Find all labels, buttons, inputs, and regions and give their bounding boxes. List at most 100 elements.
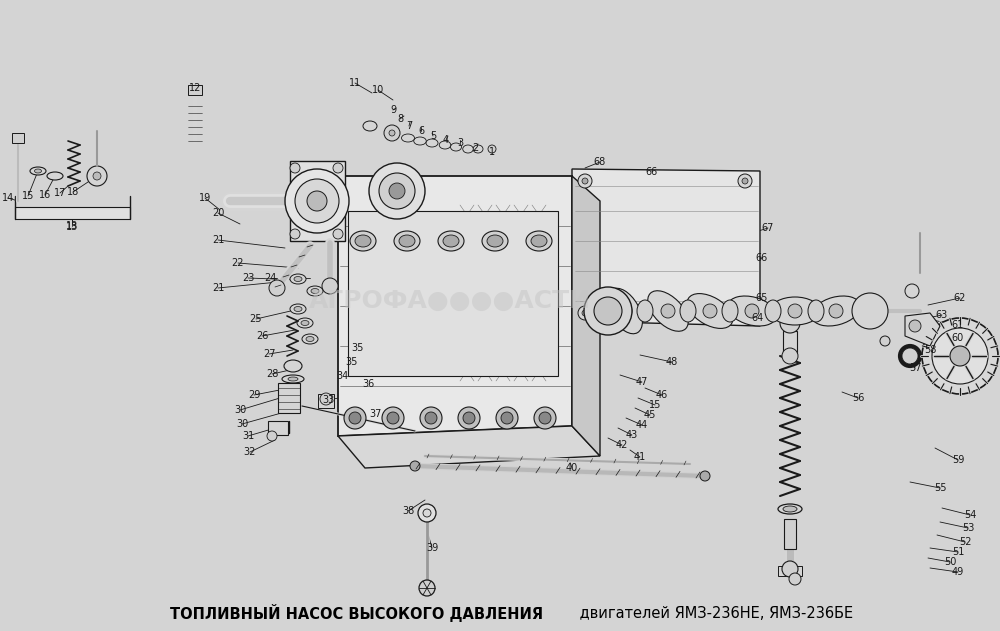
Text: 53: 53 bbox=[962, 523, 974, 533]
Text: 68: 68 bbox=[594, 157, 606, 167]
Ellipse shape bbox=[829, 304, 843, 318]
Circle shape bbox=[322, 278, 338, 294]
Text: 12: 12 bbox=[189, 83, 201, 93]
Ellipse shape bbox=[294, 276, 302, 281]
Text: 28: 28 bbox=[266, 369, 278, 379]
Circle shape bbox=[905, 284, 919, 298]
Circle shape bbox=[425, 412, 437, 424]
Text: 14: 14 bbox=[2, 193, 14, 203]
Text: 56: 56 bbox=[852, 393, 864, 403]
Circle shape bbox=[384, 125, 400, 141]
Circle shape bbox=[501, 412, 513, 424]
Ellipse shape bbox=[812, 296, 860, 326]
Circle shape bbox=[742, 310, 748, 316]
Ellipse shape bbox=[783, 506, 797, 512]
Circle shape bbox=[488, 145, 496, 153]
Text: 41: 41 bbox=[634, 452, 646, 462]
Bar bbox=[783, 331, 797, 353]
Text: 42: 42 bbox=[616, 440, 628, 450]
Ellipse shape bbox=[307, 286, 323, 296]
Text: 15: 15 bbox=[649, 400, 661, 410]
Ellipse shape bbox=[282, 375, 304, 383]
Ellipse shape bbox=[808, 300, 824, 322]
Text: 15: 15 bbox=[22, 191, 34, 201]
Text: 37: 37 bbox=[369, 409, 381, 419]
Ellipse shape bbox=[770, 297, 820, 325]
Text: 22: 22 bbox=[232, 258, 244, 268]
Circle shape bbox=[578, 174, 592, 188]
Text: 65: 65 bbox=[756, 293, 768, 303]
Ellipse shape bbox=[722, 300, 738, 322]
Bar bbox=[778, 566, 802, 576]
Ellipse shape bbox=[618, 304, 632, 318]
Circle shape bbox=[496, 407, 518, 429]
Text: 4: 4 bbox=[443, 135, 449, 145]
Circle shape bbox=[382, 407, 404, 429]
Circle shape bbox=[333, 229, 343, 239]
Circle shape bbox=[379, 173, 415, 209]
Text: 30: 30 bbox=[236, 419, 248, 429]
Circle shape bbox=[423, 509, 431, 517]
Text: 40: 40 bbox=[566, 463, 578, 473]
Bar bbox=[318, 394, 334, 408]
Ellipse shape bbox=[30, 167, 46, 175]
Circle shape bbox=[582, 178, 588, 184]
Ellipse shape bbox=[526, 231, 552, 251]
Circle shape bbox=[344, 407, 366, 429]
Ellipse shape bbox=[355, 235, 371, 247]
Text: 46: 46 bbox=[656, 390, 668, 400]
Ellipse shape bbox=[438, 231, 464, 251]
Circle shape bbox=[539, 412, 551, 424]
Ellipse shape bbox=[294, 307, 302, 312]
Circle shape bbox=[742, 178, 748, 184]
Text: 35: 35 bbox=[352, 343, 364, 353]
Ellipse shape bbox=[290, 274, 306, 284]
Text: 26: 26 bbox=[256, 331, 268, 341]
Text: 61: 61 bbox=[952, 320, 964, 330]
Text: 1: 1 bbox=[489, 147, 495, 157]
Polygon shape bbox=[572, 176, 600, 456]
Ellipse shape bbox=[302, 334, 318, 344]
Ellipse shape bbox=[661, 304, 675, 318]
Text: 2: 2 bbox=[472, 143, 478, 153]
Circle shape bbox=[285, 169, 349, 233]
Text: 13: 13 bbox=[66, 222, 78, 232]
Ellipse shape bbox=[394, 231, 420, 251]
Text: 54: 54 bbox=[964, 510, 976, 520]
Ellipse shape bbox=[426, 139, 438, 147]
Text: 9: 9 bbox=[390, 105, 396, 115]
Bar bbox=[348, 211, 558, 376]
Ellipse shape bbox=[399, 235, 415, 247]
Circle shape bbox=[922, 318, 998, 394]
Text: 38: 38 bbox=[402, 506, 414, 516]
Circle shape bbox=[419, 580, 435, 596]
Circle shape bbox=[534, 407, 556, 429]
Text: 47: 47 bbox=[636, 377, 648, 387]
Text: 31: 31 bbox=[242, 431, 254, 441]
Ellipse shape bbox=[288, 377, 298, 381]
Text: АГРОФА●●●●АСТИ: АГРОФА●●●●АСТИ bbox=[309, 289, 591, 313]
Ellipse shape bbox=[778, 504, 802, 514]
Circle shape bbox=[333, 163, 343, 173]
Circle shape bbox=[789, 573, 801, 585]
Circle shape bbox=[584, 287, 632, 335]
Circle shape bbox=[269, 280, 285, 296]
Text: 63: 63 bbox=[936, 310, 948, 320]
Circle shape bbox=[578, 306, 592, 320]
Text: 55: 55 bbox=[934, 483, 946, 493]
Ellipse shape bbox=[311, 288, 319, 293]
Circle shape bbox=[410, 461, 420, 471]
Text: 5: 5 bbox=[430, 131, 436, 141]
Ellipse shape bbox=[531, 235, 547, 247]
Circle shape bbox=[267, 431, 277, 441]
Ellipse shape bbox=[703, 304, 717, 318]
Bar bbox=[15, 207, 130, 219]
Text: 17: 17 bbox=[54, 188, 66, 198]
Ellipse shape bbox=[788, 304, 802, 318]
Ellipse shape bbox=[439, 141, 451, 149]
Ellipse shape bbox=[297, 318, 313, 328]
Circle shape bbox=[909, 320, 921, 332]
Ellipse shape bbox=[47, 172, 63, 180]
Circle shape bbox=[880, 336, 890, 346]
Text: 25: 25 bbox=[250, 314, 262, 324]
